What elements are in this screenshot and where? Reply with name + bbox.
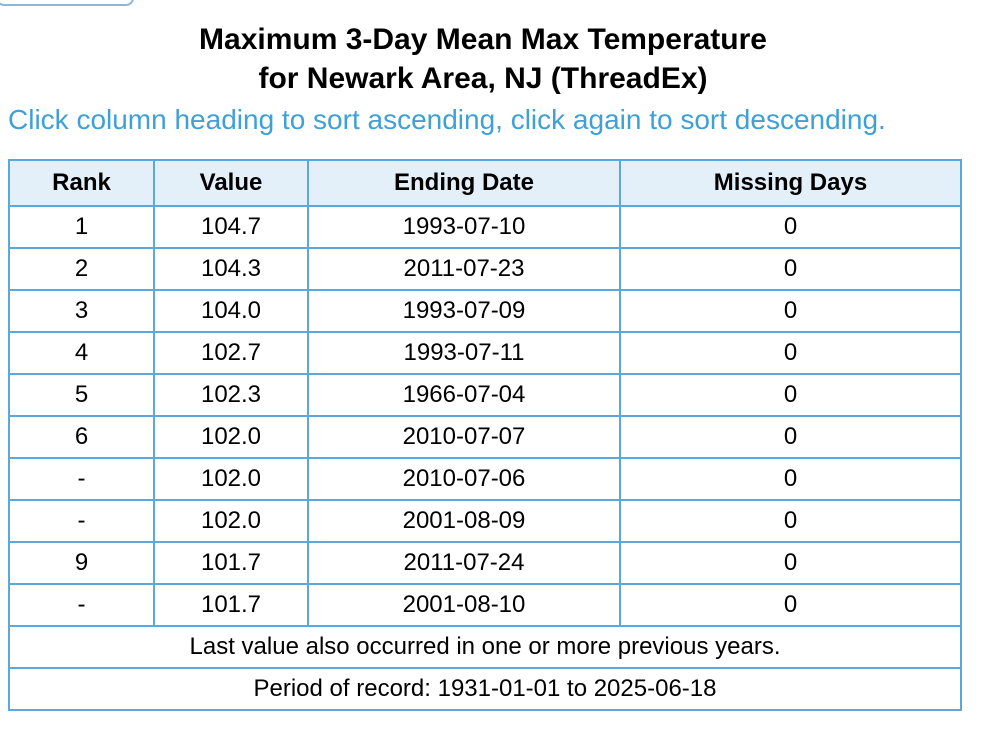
table-cell: 102.3 [153, 373, 309, 417]
table-cell: - [8, 499, 155, 543]
table-row: 5 102.3 1966-07-04 0 [8, 373, 962, 417]
title-line: for Newark Area, NJ (ThreadEx) [258, 62, 708, 95]
table-cell: 104.7 [153, 205, 309, 249]
footnote: Period of record: 1931-01-01 to 2025-06-… [8, 667, 962, 711]
table-cell: 2001-08-09 [307, 499, 621, 543]
table-cell: - [8, 457, 155, 501]
table-cell: 104.0 [153, 289, 309, 333]
table-cell: 0 [619, 289, 962, 333]
table-cell: 1966-07-04 [307, 373, 621, 417]
table-cell: 101.7 [153, 583, 309, 627]
table-cell: 0 [619, 247, 962, 291]
column-heading[interactable]: Ending Date [307, 159, 621, 207]
table-cell: 2010-07-06 [307, 457, 621, 501]
tab [0, 0, 134, 6]
table-cell: 1993-07-11 [307, 331, 621, 375]
footnote-row: Period of record: 1931-01-01 to 2025-06-… [8, 667, 962, 711]
table-cell: 9 [8, 541, 155, 585]
table-cell: 0 [619, 541, 962, 585]
column-heading[interactable]: Rank [8, 159, 155, 207]
table-cell: 104.3 [153, 247, 309, 291]
table-row: 6 102.0 2010-07-07 0 [8, 415, 962, 459]
table-row: 9 101.7 2011-07-24 0 [8, 541, 962, 585]
subtitle: Click column heading to sort ascending, … [8, 104, 886, 135]
table-cell: 0 [619, 499, 962, 543]
table-cell: 102.0 [153, 499, 309, 543]
table-cell: 6 [8, 415, 155, 459]
table-cell: 5 [8, 373, 155, 417]
footnote: Last value also occurred in one or more … [8, 625, 962, 669]
table-cell: 0 [619, 205, 962, 249]
table-cell: 4 [8, 331, 155, 375]
table-row: -102.0 2010-07-06 0 [8, 457, 962, 501]
column-heading[interactable]: Missing Days [619, 159, 962, 207]
title: Maximum 3-Day Mean Max Temperature for N… [0, 20, 966, 98]
table-cell: 0 [619, 373, 962, 417]
table-cell: 2010-07-07 [307, 415, 621, 459]
table-cell: 0 [619, 583, 962, 627]
table-row: 1 104.7 1993-07-10 0 [8, 205, 962, 249]
header-row: Rank Value Ending Date Missing Days [8, 159, 962, 207]
table-cell: 2 [8, 247, 155, 291]
table-cell: 1993-07-10 [307, 205, 621, 249]
table-cell: 1 [8, 205, 155, 249]
footnote-row: Last value also occurred in one or more … [8, 625, 962, 669]
table-cell: 2001-08-10 [307, 583, 621, 627]
table-cell: 1993-07-09 [307, 289, 621, 333]
table-cell: - [8, 583, 155, 627]
table-cell: 102.7 [153, 331, 309, 375]
table-row: 3 104.0 1993-07-09 0 [8, 289, 962, 333]
table-row: 4 102.7 1993-07-11 0 [8, 331, 962, 375]
table-row: -102.0 2001-08-09 0 [8, 499, 962, 543]
table-cell: 0 [619, 415, 962, 459]
table-cell: 3 [8, 289, 155, 333]
table-cell: 102.0 [153, 457, 309, 501]
table-cell: 102.0 [153, 415, 309, 459]
title-line: Maximum 3-Day Mean Max Temperature [199, 23, 767, 56]
column-heading[interactable]: Value [153, 159, 309, 207]
table-row: 2 104.3 2011-07-23 0 [8, 247, 962, 291]
table-row: -101.7 2001-08-10 0 [8, 583, 962, 627]
table-cell: 0 [619, 457, 962, 501]
data-table: Rank Value Ending Date Missing Days 1 104.7 1… [8, 159, 962, 711]
table-cell: 2011-07-24 [307, 541, 621, 585]
table-cell: 101.7 [153, 541, 309, 585]
table-cell: 0 [619, 331, 962, 375]
table-cell: 2011-07-23 [307, 247, 621, 291]
